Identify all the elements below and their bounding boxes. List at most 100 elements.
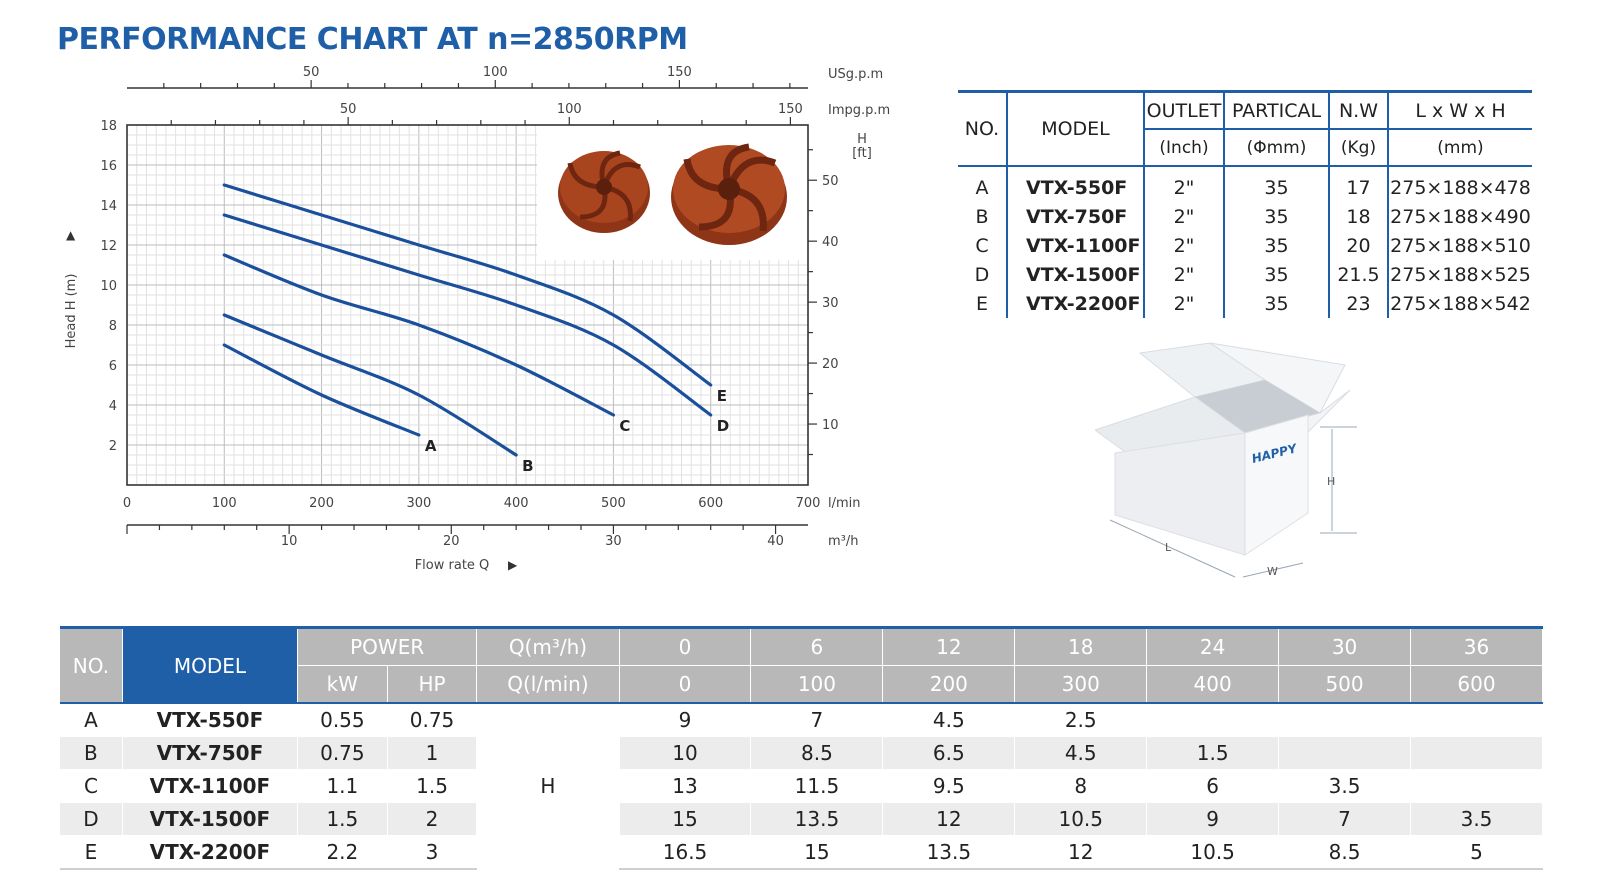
y-tick-label: 18 (100, 119, 117, 134)
perf-kw: 1.5 (297, 802, 388, 836)
spec-dims: 275×188×490 (1387, 202, 1532, 231)
m3h-tick-label: 40 (767, 534, 784, 549)
perf-head: 13 (619, 769, 752, 803)
dim-l-arrow (1109, 519, 1236, 578)
x-tick-label: 500 (601, 496, 626, 511)
perf-head: 3.5 (1278, 769, 1411, 803)
spec-model: VTX-2200F (1006, 289, 1144, 318)
perf-head: 7 (750, 703, 884, 737)
spec-row: B VTX-750F 2" 35 18 275×188×490 (958, 202, 1532, 231)
spec-header-model: MODEL (1006, 90, 1144, 167)
spec-partical: 35 (1223, 289, 1329, 318)
spec-header-nw: N.W (1328, 90, 1388, 130)
performance-chart: 2 4 6 8 10 12 14 16 18 0 100 200 300 400 500 600 700 l/mi… (64, 65, 890, 573)
perf-lmin-value: 300 (1014, 665, 1148, 704)
spec-nw: 20 (1328, 231, 1388, 260)
perf-hp: 3 (387, 835, 478, 870)
dim-l-label: L (1165, 541, 1172, 554)
perf-head: 12 (1014, 835, 1148, 870)
ft-tick-label: 20 (822, 357, 839, 372)
perf-head: 10.5 (1014, 802, 1148, 836)
perf-kw: 0.55 (297, 703, 388, 737)
impeller-small (558, 150, 650, 233)
ft-tick-label: 30 (822, 296, 839, 311)
perf-row: E VTX-2200F 2.2 3 16.5 15 13.5 12 10.5 8… (60, 835, 1543, 870)
spec-outlet: 2" (1143, 260, 1224, 289)
m3h-unit-label: m³/h (828, 534, 859, 549)
spec-model: VTX-1100F (1006, 231, 1144, 260)
spec-row: C VTX-1100F 2" 35 20 275×188×510 (958, 231, 1532, 260)
spec-outlet: 2" (1143, 231, 1224, 260)
perf-head: 10.5 (1146, 835, 1280, 870)
perf-lmin-value: 600 (1410, 665, 1543, 704)
perf-no: B (60, 736, 123, 770)
spec-nw: 21.5 (1328, 260, 1388, 289)
ft-tick-label: 50 (822, 174, 839, 189)
spec-model: VTX-550F (1006, 166, 1144, 202)
perf-m3h-value: 12 (882, 626, 1016, 666)
ft-tick-label: 40 (822, 235, 839, 250)
usgpm-tick-label: 50 (303, 65, 320, 80)
perf-no: E (60, 835, 123, 870)
spec-dims: 275×188×478 (1387, 166, 1532, 202)
spec-no: A (975, 176, 989, 199)
perf-head: 6.5 (882, 736, 1016, 770)
ft-axis-label: H (857, 132, 867, 147)
spec-nw: 17 (1328, 166, 1388, 202)
box-inside (1195, 380, 1320, 433)
perf-head (1410, 703, 1543, 737)
perf-model: VTX-750F (122, 736, 299, 770)
y-tick-label: 8 (109, 319, 117, 334)
perf-row: C VTX-1100F 1.1 1.5 13 11.5 9.5 8 6 3.5 (60, 769, 1543, 803)
curve-d (222, 213, 713, 417)
y-tick-label: 4 (109, 399, 117, 414)
perf-kw: 0.75 (297, 736, 388, 770)
spec-partical: 35 (1223, 202, 1329, 231)
perf-m3h-value: 0 (619, 626, 752, 666)
perf-head: 2.5 (1014, 703, 1148, 737)
perf-head: 8.5 (1278, 835, 1411, 870)
perf-head: 15 (750, 835, 884, 870)
impeller-photo (537, 125, 807, 260)
perf-lmin-value: 500 (1278, 665, 1411, 704)
perf-no: C (60, 769, 123, 803)
perf-head: 13.5 (750, 802, 884, 836)
perf-head: 8 (1014, 769, 1148, 803)
perf-head: 11.5 (750, 769, 884, 803)
perf-model: VTX-550F (122, 703, 299, 737)
spec-unit-kg: (Kg) (1328, 129, 1388, 167)
spec-header-dims: L x W x H (1387, 90, 1532, 130)
dim-w-label: W (1267, 565, 1278, 578)
perf-header-no: NO. (60, 626, 123, 704)
perf-m3h-value: 6 (750, 626, 884, 666)
spec-row: D VTX-1500F 2" 35 21.5 275×188×525 (958, 260, 1532, 289)
plot-frame (126, 124, 809, 486)
y-axis-arrow-icon: ▲ (66, 228, 76, 242)
perf-head (1146, 703, 1280, 737)
impgpm-unit-label: Impg.p.m (828, 103, 890, 118)
perf-head: 1.5 (1146, 736, 1280, 770)
perf-head: 7 (1278, 802, 1411, 836)
perf-header-kw: kW (297, 665, 388, 704)
spec-unit-inch: (Inch) (1143, 129, 1224, 167)
perf-hp: 1.5 (387, 769, 478, 803)
usgpm-tick-label: 150 (667, 65, 692, 80)
spec-unit-dims: (mm) (1387, 129, 1532, 167)
spec-no: E (975, 292, 988, 315)
spec-partical: 35 (1223, 260, 1329, 289)
perf-lmin-value: 0 (619, 665, 752, 704)
usgpm-tick-label: 100 (483, 65, 508, 80)
curve-label: C (619, 417, 630, 435)
m3h-tick-label: 10 (281, 534, 298, 549)
spec-nw: 18 (1328, 202, 1388, 231)
box-side-face (1244, 414, 1309, 556)
perf-hp: 1 (387, 736, 478, 770)
perf-head (1278, 703, 1411, 737)
y-tick-label: 6 (109, 359, 117, 374)
perf-head: 13.5 (882, 835, 1016, 870)
spec-header-partical: PARTICAL (1223, 90, 1329, 130)
perf-head (1410, 736, 1543, 770)
m3h-tick-label: 20 (443, 534, 460, 549)
perf-m3h-value: 18 (1014, 626, 1148, 666)
curve-label: A (425, 437, 437, 455)
